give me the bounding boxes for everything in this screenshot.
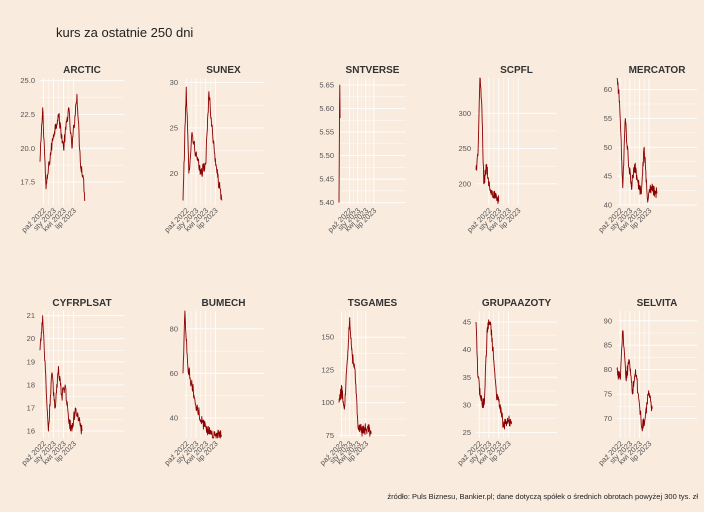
panel-title: SELVITA [637,298,678,309]
y-tick-label: 300 [458,109,471,118]
panel-title: TSGAMES [348,298,398,309]
y-tick-label: 30 [170,78,178,87]
price-line [39,93,86,201]
panel-title: ARCTIC [63,65,101,76]
y-tick-label: 19 [27,357,35,366]
y-tick-label: 5.60 [319,104,334,113]
y-tick-label: 5.45 [319,175,334,184]
y-tick-label: 60 [170,369,178,378]
y-tick-label: 20.0 [20,144,35,153]
y-tick-label: 150 [321,333,334,342]
y-tick-label: 75 [604,390,612,399]
y-tick-label: 80 [604,365,612,374]
y-tick-label: 40 [170,413,178,422]
panel-title: SCPFL [500,65,533,76]
panel-title: GRUPAAZOTY [482,298,552,309]
y-tick-label: 25 [463,428,471,437]
price-line [182,310,223,439]
y-tick-label: 5.40 [319,198,334,207]
price-line [338,84,341,203]
y-tick-label: 80 [170,324,178,333]
y-tick-label: 85 [604,341,612,350]
y-tick-label: 5.55 [319,128,334,137]
y-tick-label: 22.5 [20,110,35,119]
y-tick-label: 20 [27,334,35,343]
y-tick-label: 20 [170,169,178,178]
y-tick-label: 45 [604,172,612,181]
page-title: kurs za ostatnie 250 dni [56,25,194,40]
y-tick-label: 100 [321,398,334,407]
y-tick-label: 45 [463,318,471,327]
source-caption: źródło: Puls Biznesu, Bankier.pl; dane d… [387,492,698,501]
panel-title: BUMECH [202,298,246,309]
price-line [616,77,658,203]
y-tick-label: 90 [604,316,612,325]
y-tick-label: 5.65 [319,81,334,90]
y-tick-label: 16 [27,427,35,436]
y-tick-label: 60 [604,85,612,94]
y-tick-label: 40 [604,201,612,210]
y-tick-label: 50 [604,143,612,152]
price-line [39,315,83,435]
y-tick-label: 25.0 [20,76,35,85]
price-line [475,77,500,205]
y-tick-label: 125 [321,365,334,374]
panel-title: SUNEX [206,65,241,76]
price-line [338,317,372,437]
y-tick-label: 200 [458,179,471,188]
panel-title: SNTVERSE [346,65,400,76]
price-line [475,319,513,430]
y-tick-label: 17.5 [20,178,35,187]
y-tick-label: 5.50 [319,151,334,160]
y-tick-label: 30 [463,400,471,409]
y-tick-label: 250 [458,144,471,153]
price-line [616,330,653,432]
panel-title: MERCATOR [629,65,687,76]
panel-title: CYFRPLSAT [52,298,111,309]
y-tick-label: 35 [463,373,471,382]
y-tick-label: 18 [27,380,35,389]
y-tick-label: 17 [27,403,35,412]
y-tick-label: 40 [463,345,471,354]
price-line [182,86,223,201]
y-tick-label: 75 [326,431,334,440]
y-tick-label: 21 [27,311,35,320]
y-tick-label: 25 [170,123,178,132]
y-tick-label: 70 [604,414,612,423]
y-tick-label: 55 [604,114,612,123]
